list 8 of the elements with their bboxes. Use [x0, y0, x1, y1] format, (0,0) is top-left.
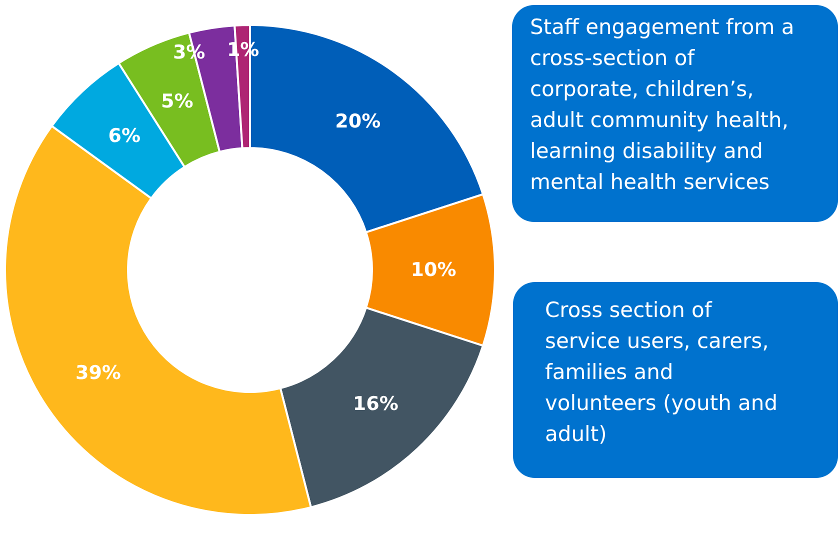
data-label: 16%	[352, 392, 398, 415]
data-label: 5%	[160, 90, 194, 113]
data-label: 20%	[335, 110, 381, 133]
text: Staff engagement from a cross-section of corporate, children’s, adult community health, learning disability and mental health services	[530, 15, 794, 194]
text: Cross section of service users, carers, families and volunteers (youth and adult)	[545, 298, 778, 446]
data-label: 39%	[75, 362, 121, 384]
data-label: 10%	[410, 259, 456, 281]
data-label: 6%	[108, 125, 141, 148]
